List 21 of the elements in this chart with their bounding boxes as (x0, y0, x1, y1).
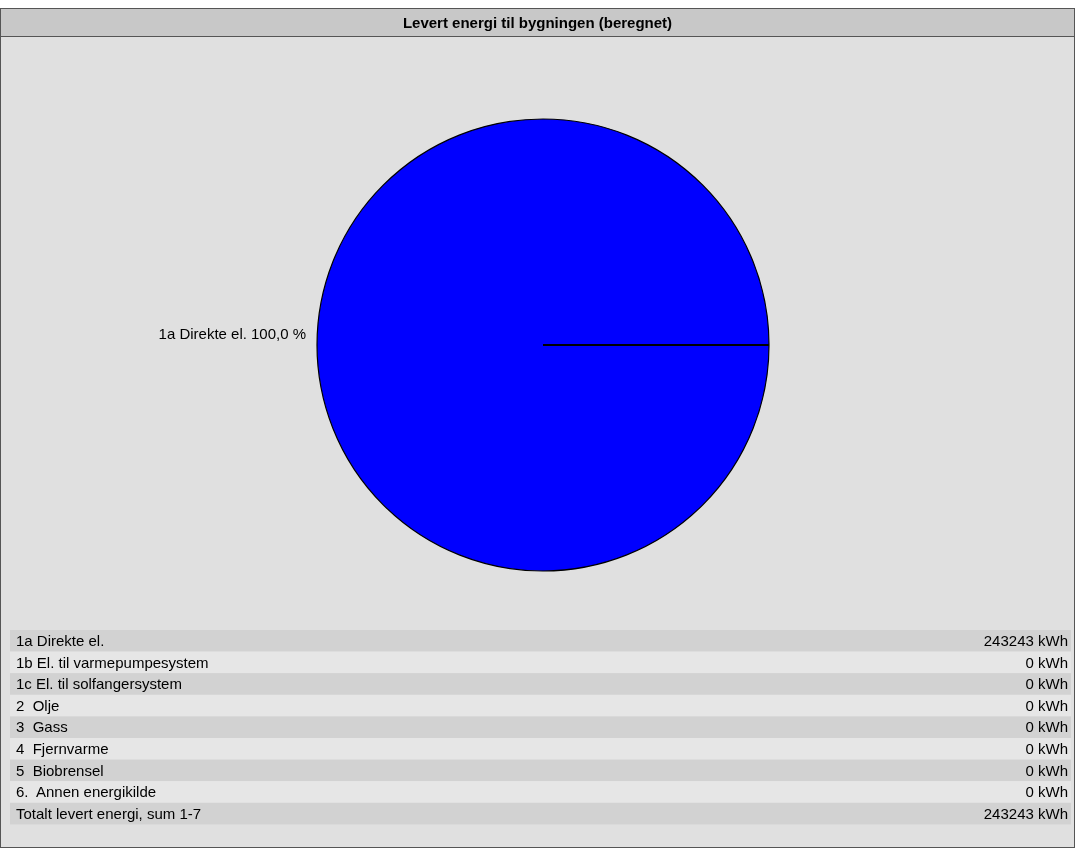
category-label: 1a Direkte el. (16, 632, 105, 649)
text: 0 kWh (1025, 718, 1068, 736)
category-label: 1b El. til varmepumpesystem (16, 653, 209, 671)
data-label: 100,0 % (250, 325, 306, 342)
category-label: 5 Biobrensel (16, 761, 104, 779)
category-label: 1c El. til solfangersystem (16, 675, 182, 693)
text: 243243 kWh (983, 804, 1068, 822)
category-label: 2 Olje (16, 696, 60, 714)
text: 0 kWh (1025, 653, 1068, 671)
category-label: 6. Annen energikilde (16, 783, 157, 801)
category-label: 4 Fjernvarme (16, 740, 109, 757)
text: 0 kWh (1025, 740, 1068, 757)
slice-label: 1a Direkte el. (158, 325, 247, 342)
text: 0 kWh (1025, 696, 1068, 714)
text: 243243 kWh (983, 632, 1068, 649)
category-label: 3 Gass (16, 718, 68, 736)
text: Totalt levert energi, sum 1-7 (16, 804, 202, 822)
text: 0 kWh (1025, 675, 1068, 693)
text: 0 kWh (1025, 783, 1068, 801)
chart-title: Levert energi til bygningen (beregnet) (402, 14, 673, 31)
text: 0 kWh (1025, 761, 1068, 779)
